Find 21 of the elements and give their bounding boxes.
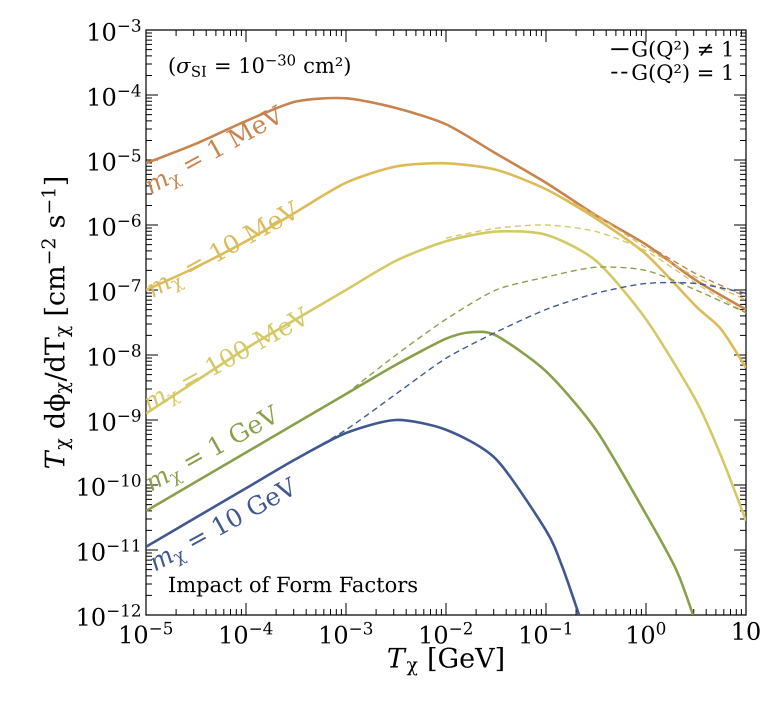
- x-tick-label: 10$^{−3}$: [321, 622, 372, 644]
- text: T$_{χ}$ dϕ$_{χ}$/dT$_{χ}$ [cm$^{−2}$ s$^{−1}$]: [41, 178, 72, 468]
- y-tick-label: 10$^{−8}$: [89, 344, 140, 366]
- y-tick-label: 10$^{−7}$: [89, 279, 140, 301]
- x-tick-label: 10$^{0}$: [628, 622, 666, 644]
- y-tick-label: 10$^{−10}$: [78, 474, 140, 496]
- y-tick-label: 10$^{−11}$: [78, 539, 140, 561]
- y-tick-label: 10$^{−5}$: [89, 149, 140, 171]
- x-tick-label: 10$^{−2}$: [421, 622, 472, 644]
- x-tick-label: 10$^{−4}$: [221, 622, 273, 644]
- legend-label: G(Q²) = 1: [632, 64, 732, 84]
- y-tick-label: 10$^{−3}$: [89, 19, 140, 41]
- y-tick-label: 10$^{−9}$: [89, 409, 140, 431]
- y-tick-label: 10$^{−4}$: [89, 84, 141, 106]
- x-axis-title: T$_{χ}$ [GeV]: [388, 647, 503, 676]
- annotation: Impact of Form Factors: [169, 576, 418, 596]
- x-tick-label: 10$^{−1}$: [521, 622, 571, 644]
- annotation: (σ$_{SI}$ = 10$^{−30}$ cm²): [170, 54, 350, 77]
- y-tick-label: 10$^{−6}$: [89, 214, 141, 236]
- x-tick-label: 10: [734, 622, 760, 640]
- legend-label: G(Q²) ≠ 1: [632, 40, 732, 60]
